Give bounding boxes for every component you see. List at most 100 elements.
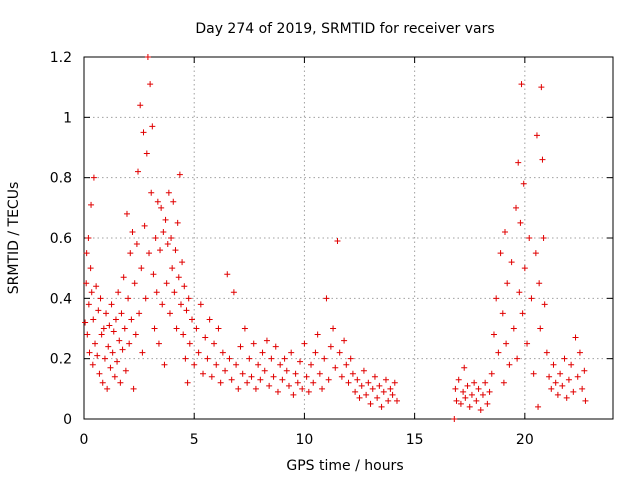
data-point <box>131 280 138 287</box>
data-point <box>391 379 398 386</box>
y-tick-label: 1.2 <box>50 50 72 66</box>
data-point <box>85 235 92 241</box>
data-point <box>153 289 160 296</box>
data-point <box>387 385 394 392</box>
data-point <box>174 219 181 226</box>
data-point <box>168 235 175 241</box>
data-point <box>526 235 533 241</box>
data-point <box>211 340 218 347</box>
data-point <box>237 343 244 350</box>
data-point <box>325 376 332 383</box>
data-point <box>539 156 546 163</box>
data-point <box>369 385 376 392</box>
data-point <box>147 81 154 88</box>
data-point <box>86 349 93 356</box>
data-point <box>540 235 547 241</box>
data-point <box>268 355 275 362</box>
chart-title: Day 274 of 2019, SRMTID for receiver var… <box>195 21 494 37</box>
data-point <box>158 204 165 211</box>
data-point <box>538 84 545 91</box>
data-point <box>186 340 193 347</box>
data-point <box>382 376 389 383</box>
data-point <box>255 361 262 368</box>
data-point <box>101 355 108 362</box>
data-point <box>180 331 187 338</box>
data-point <box>226 355 233 362</box>
data-point <box>206 316 213 323</box>
data-point <box>292 370 299 377</box>
data-point <box>506 361 513 368</box>
data-point <box>105 343 112 350</box>
data-point <box>184 379 191 386</box>
data-point <box>576 349 583 356</box>
data-point <box>378 403 385 410</box>
data-point <box>473 397 480 404</box>
data-point <box>568 361 575 368</box>
data-point <box>195 349 202 356</box>
x-tick-label: 20 <box>516 432 534 448</box>
data-point <box>244 379 251 386</box>
data-point <box>116 337 123 344</box>
data-point <box>197 301 204 308</box>
data-point <box>96 370 103 377</box>
data-point <box>215 325 222 332</box>
data-point <box>385 397 392 404</box>
data-point <box>374 394 381 401</box>
data-point <box>484 400 491 407</box>
data-point <box>393 397 400 404</box>
data-point <box>546 373 553 380</box>
data-point <box>171 289 178 296</box>
data-point <box>274 388 281 395</box>
data-point <box>270 373 277 380</box>
data-point <box>182 355 189 362</box>
data-point <box>354 376 361 383</box>
data-point <box>219 349 226 356</box>
data-point <box>92 340 99 347</box>
data-point <box>121 325 128 332</box>
data-point <box>358 382 365 389</box>
data-point <box>515 159 522 166</box>
data-point <box>570 388 577 395</box>
data-point <box>490 331 497 338</box>
data-point <box>554 391 561 398</box>
data-point <box>521 265 528 272</box>
data-point <box>213 361 220 368</box>
data-point <box>114 358 121 365</box>
data-point <box>536 280 543 287</box>
data-point <box>457 400 464 407</box>
data-point <box>257 376 264 383</box>
data-point <box>144 54 151 60</box>
data-point <box>160 228 167 235</box>
data-point <box>152 235 159 241</box>
data-point <box>90 316 97 323</box>
data-point <box>316 370 323 377</box>
data-point <box>488 370 495 377</box>
y-axis-label: SRMTID / TECUs <box>6 182 22 295</box>
data-point <box>277 361 284 368</box>
data-points <box>82 54 589 422</box>
data-point <box>517 219 524 226</box>
data-point <box>151 325 158 332</box>
data-point <box>120 274 127 281</box>
data-point <box>581 367 588 374</box>
data-point <box>95 307 102 314</box>
data-point <box>136 310 143 317</box>
data-point <box>110 328 117 335</box>
data-point <box>259 349 266 356</box>
data-point <box>189 316 196 323</box>
data-point <box>524 340 531 347</box>
data-point <box>503 340 510 347</box>
data-point <box>141 222 148 229</box>
y-tick-label: 0.2 <box>50 352 72 368</box>
data-point <box>115 289 122 296</box>
data-point <box>228 376 235 383</box>
data-point <box>175 274 182 281</box>
data-point <box>530 370 537 377</box>
data-point <box>319 385 326 392</box>
data-point <box>83 250 90 257</box>
grid-layer <box>84 57 613 419</box>
data-point <box>183 307 190 314</box>
data-point <box>261 367 268 374</box>
data-point <box>230 289 237 296</box>
